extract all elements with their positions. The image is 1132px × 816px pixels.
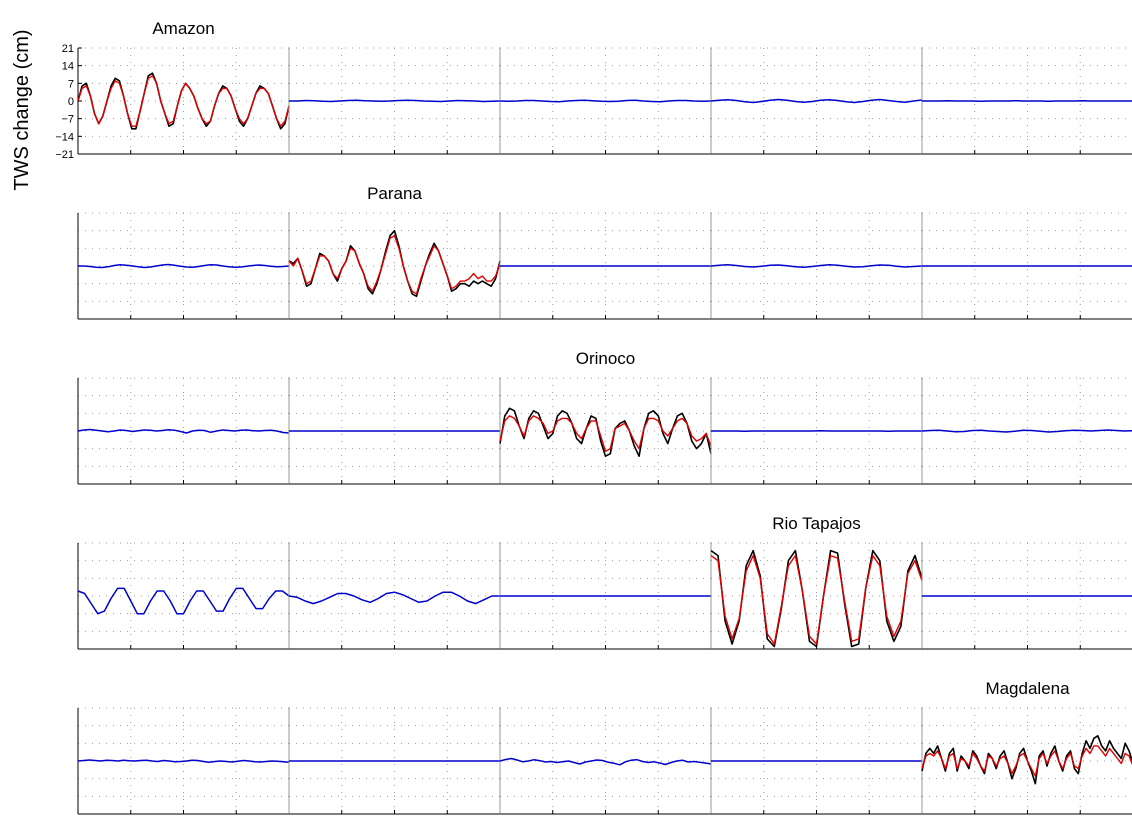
- chart-row-parana: Parana: [77, 184, 1132, 320]
- panel: [77, 542, 290, 650]
- panel: [921, 47, 1132, 155]
- series-response: [77, 428, 290, 434]
- panel: [499, 47, 712, 155]
- basin-title: Parana: [367, 184, 422, 203]
- panel: [499, 542, 712, 650]
- y-tick-label: 21: [62, 43, 74, 55]
- panel: [288, 212, 501, 320]
- series-response: [922, 99, 1132, 103]
- basin-title: Amazon: [152, 19, 214, 38]
- panel: [288, 707, 501, 815]
- series-response: [921, 429, 1132, 433]
- series-model: [710, 554, 923, 645]
- panel: [921, 542, 1132, 650]
- y-tick-label: −7: [61, 114, 74, 126]
- panel: [499, 377, 712, 485]
- series-response: [78, 263, 290, 269]
- chart-rows: Amazon 21 14 7 0 −7 −14 −21 Parana Orinoco Rio Tap…: [55, 19, 1132, 815]
- chart-row-magdalena: Magdalena: [77, 679, 1132, 815]
- series-model: [288, 234, 501, 295]
- series-response: [77, 759, 290, 764]
- panel: [710, 707, 923, 815]
- panel: [710, 47, 923, 155]
- basin-title: Magdalena: [985, 679, 1070, 698]
- y-tick-label: 0: [68, 96, 74, 108]
- series-response: [711, 429, 922, 433]
- panel: [710, 377, 923, 485]
- y-tick-label: 7: [68, 78, 74, 90]
- series-response: [499, 99, 712, 103]
- series-observed: [710, 549, 923, 648]
- series-model: [77, 75, 290, 127]
- basin-title: Rio Tapajos: [772, 514, 861, 533]
- series-observed: [499, 407, 712, 458]
- series-response: [710, 263, 923, 269]
- panel: [710, 212, 923, 320]
- panel: [499, 212, 712, 320]
- series-observed: [288, 229, 501, 298]
- panel: [77, 377, 290, 485]
- panel: [77, 47, 290, 155]
- series-model: [921, 745, 1132, 777]
- panel: [499, 707, 712, 815]
- series-response: [710, 98, 923, 104]
- panel: [288, 542, 501, 650]
- basin-title: Orinoco: [576, 349, 636, 368]
- panel: [77, 212, 290, 320]
- y-tick-label: 14: [62, 61, 74, 73]
- panel: [710, 542, 923, 650]
- chart-row-orinoco: Orinoco: [77, 349, 1132, 485]
- series-response: [288, 591, 500, 605]
- panel: [288, 47, 501, 155]
- series-response: [289, 99, 501, 103]
- chart-row-amazon: Amazon 21 14 7 0 −7 −14 −21: [55, 19, 1132, 161]
- panel: [921, 707, 1132, 815]
- chart-row-rio-tapajos: Rio Tapajos: [77, 514, 1132, 650]
- series-model: [499, 415, 712, 452]
- y-tick-label: −14: [55, 131, 74, 143]
- series-response: [77, 587, 290, 615]
- panel: [921, 212, 1132, 320]
- panel: [288, 377, 501, 485]
- y-tick-label: −21: [55, 149, 74, 161]
- series-response: [499, 757, 712, 766]
- panel: [77, 707, 290, 815]
- y-axis-label: TWS change (cm): [11, 29, 33, 190]
- panel: [921, 377, 1132, 485]
